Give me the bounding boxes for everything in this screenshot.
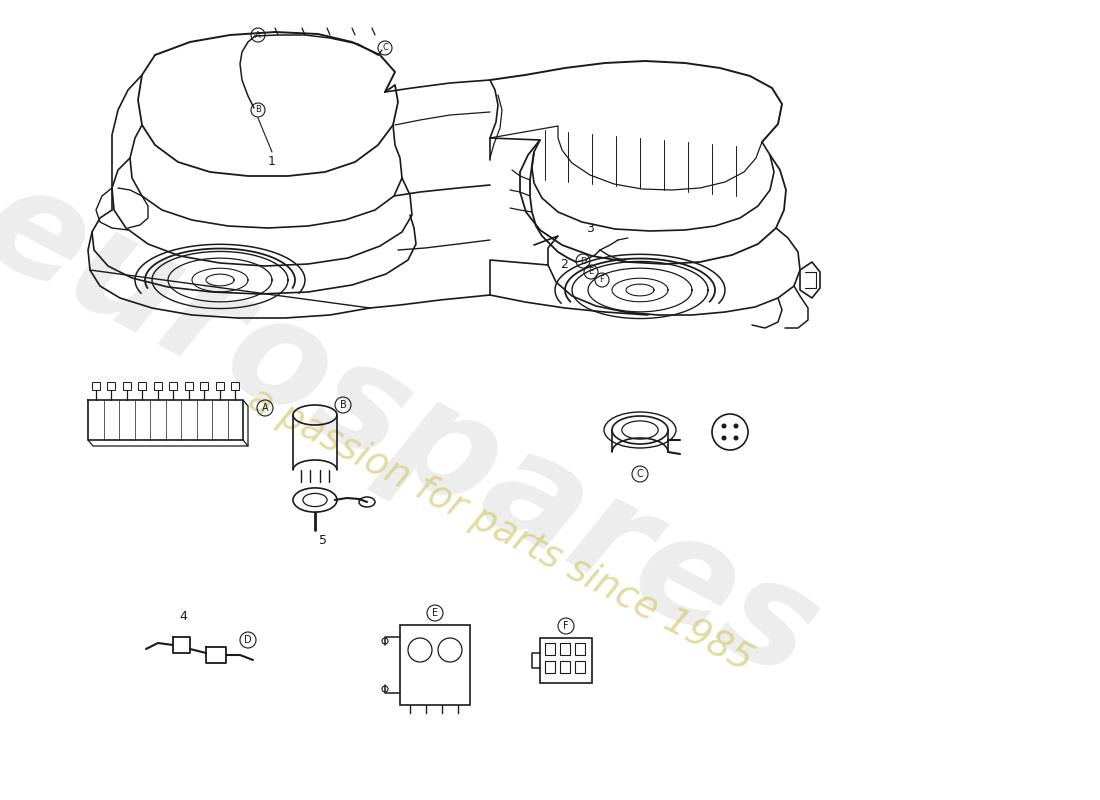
Bar — [544, 661, 556, 673]
Text: a passion for parts since 1985: a passion for parts since 1985 — [242, 382, 758, 678]
Bar — [560, 643, 570, 655]
Circle shape — [734, 435, 738, 441]
Text: F: F — [600, 275, 604, 285]
Bar — [200, 382, 208, 390]
Bar — [91, 382, 100, 390]
Circle shape — [722, 435, 726, 441]
Text: E: E — [432, 608, 438, 618]
Text: 3: 3 — [586, 222, 594, 235]
Bar — [575, 643, 585, 655]
Text: C: C — [637, 469, 644, 479]
Text: E: E — [588, 267, 594, 277]
Text: D: D — [580, 257, 586, 266]
Text: 2: 2 — [560, 258, 568, 270]
Bar — [231, 382, 240, 390]
Bar — [400, 625, 470, 705]
Text: 4: 4 — [179, 610, 187, 623]
Text: A: A — [262, 403, 268, 413]
Text: B: B — [340, 400, 346, 410]
Circle shape — [722, 423, 726, 429]
Text: eurospares: eurospares — [0, 151, 840, 709]
Text: 1: 1 — [268, 155, 276, 168]
Bar — [560, 661, 570, 673]
Bar — [108, 382, 115, 390]
Text: F: F — [563, 621, 569, 631]
Text: C: C — [382, 43, 388, 53]
Bar — [123, 382, 131, 390]
Bar — [216, 382, 223, 390]
Bar — [169, 382, 177, 390]
Text: D: D — [244, 635, 252, 645]
Bar — [139, 382, 146, 390]
Text: A: A — [255, 30, 261, 39]
Text: 5: 5 — [319, 534, 327, 547]
Text: B: B — [255, 106, 261, 114]
Bar — [575, 661, 585, 673]
Circle shape — [734, 423, 738, 429]
Bar — [154, 382, 162, 390]
Bar — [185, 382, 192, 390]
Bar — [544, 643, 556, 655]
Bar — [540, 638, 592, 683]
